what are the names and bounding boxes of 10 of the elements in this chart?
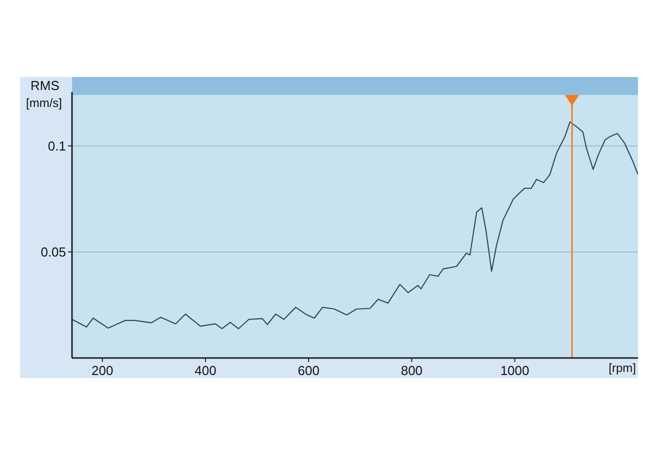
x-axis-title: [rpm] (608, 361, 636, 375)
y-tick-label: 0.1 (48, 138, 66, 154)
x-tick-label: 400 (194, 363, 216, 378)
y-axis-title: RMS [mm/s] (26, 78, 62, 110)
x-tick-label: 600 (298, 363, 320, 378)
x-tick-label: 800 (400, 363, 423, 378)
line-series (72, 121, 638, 330)
x-tick-label: 1000 (500, 363, 530, 378)
x-tick-label: 200 (92, 363, 114, 378)
y-tick-label: 0.05 (40, 244, 66, 260)
